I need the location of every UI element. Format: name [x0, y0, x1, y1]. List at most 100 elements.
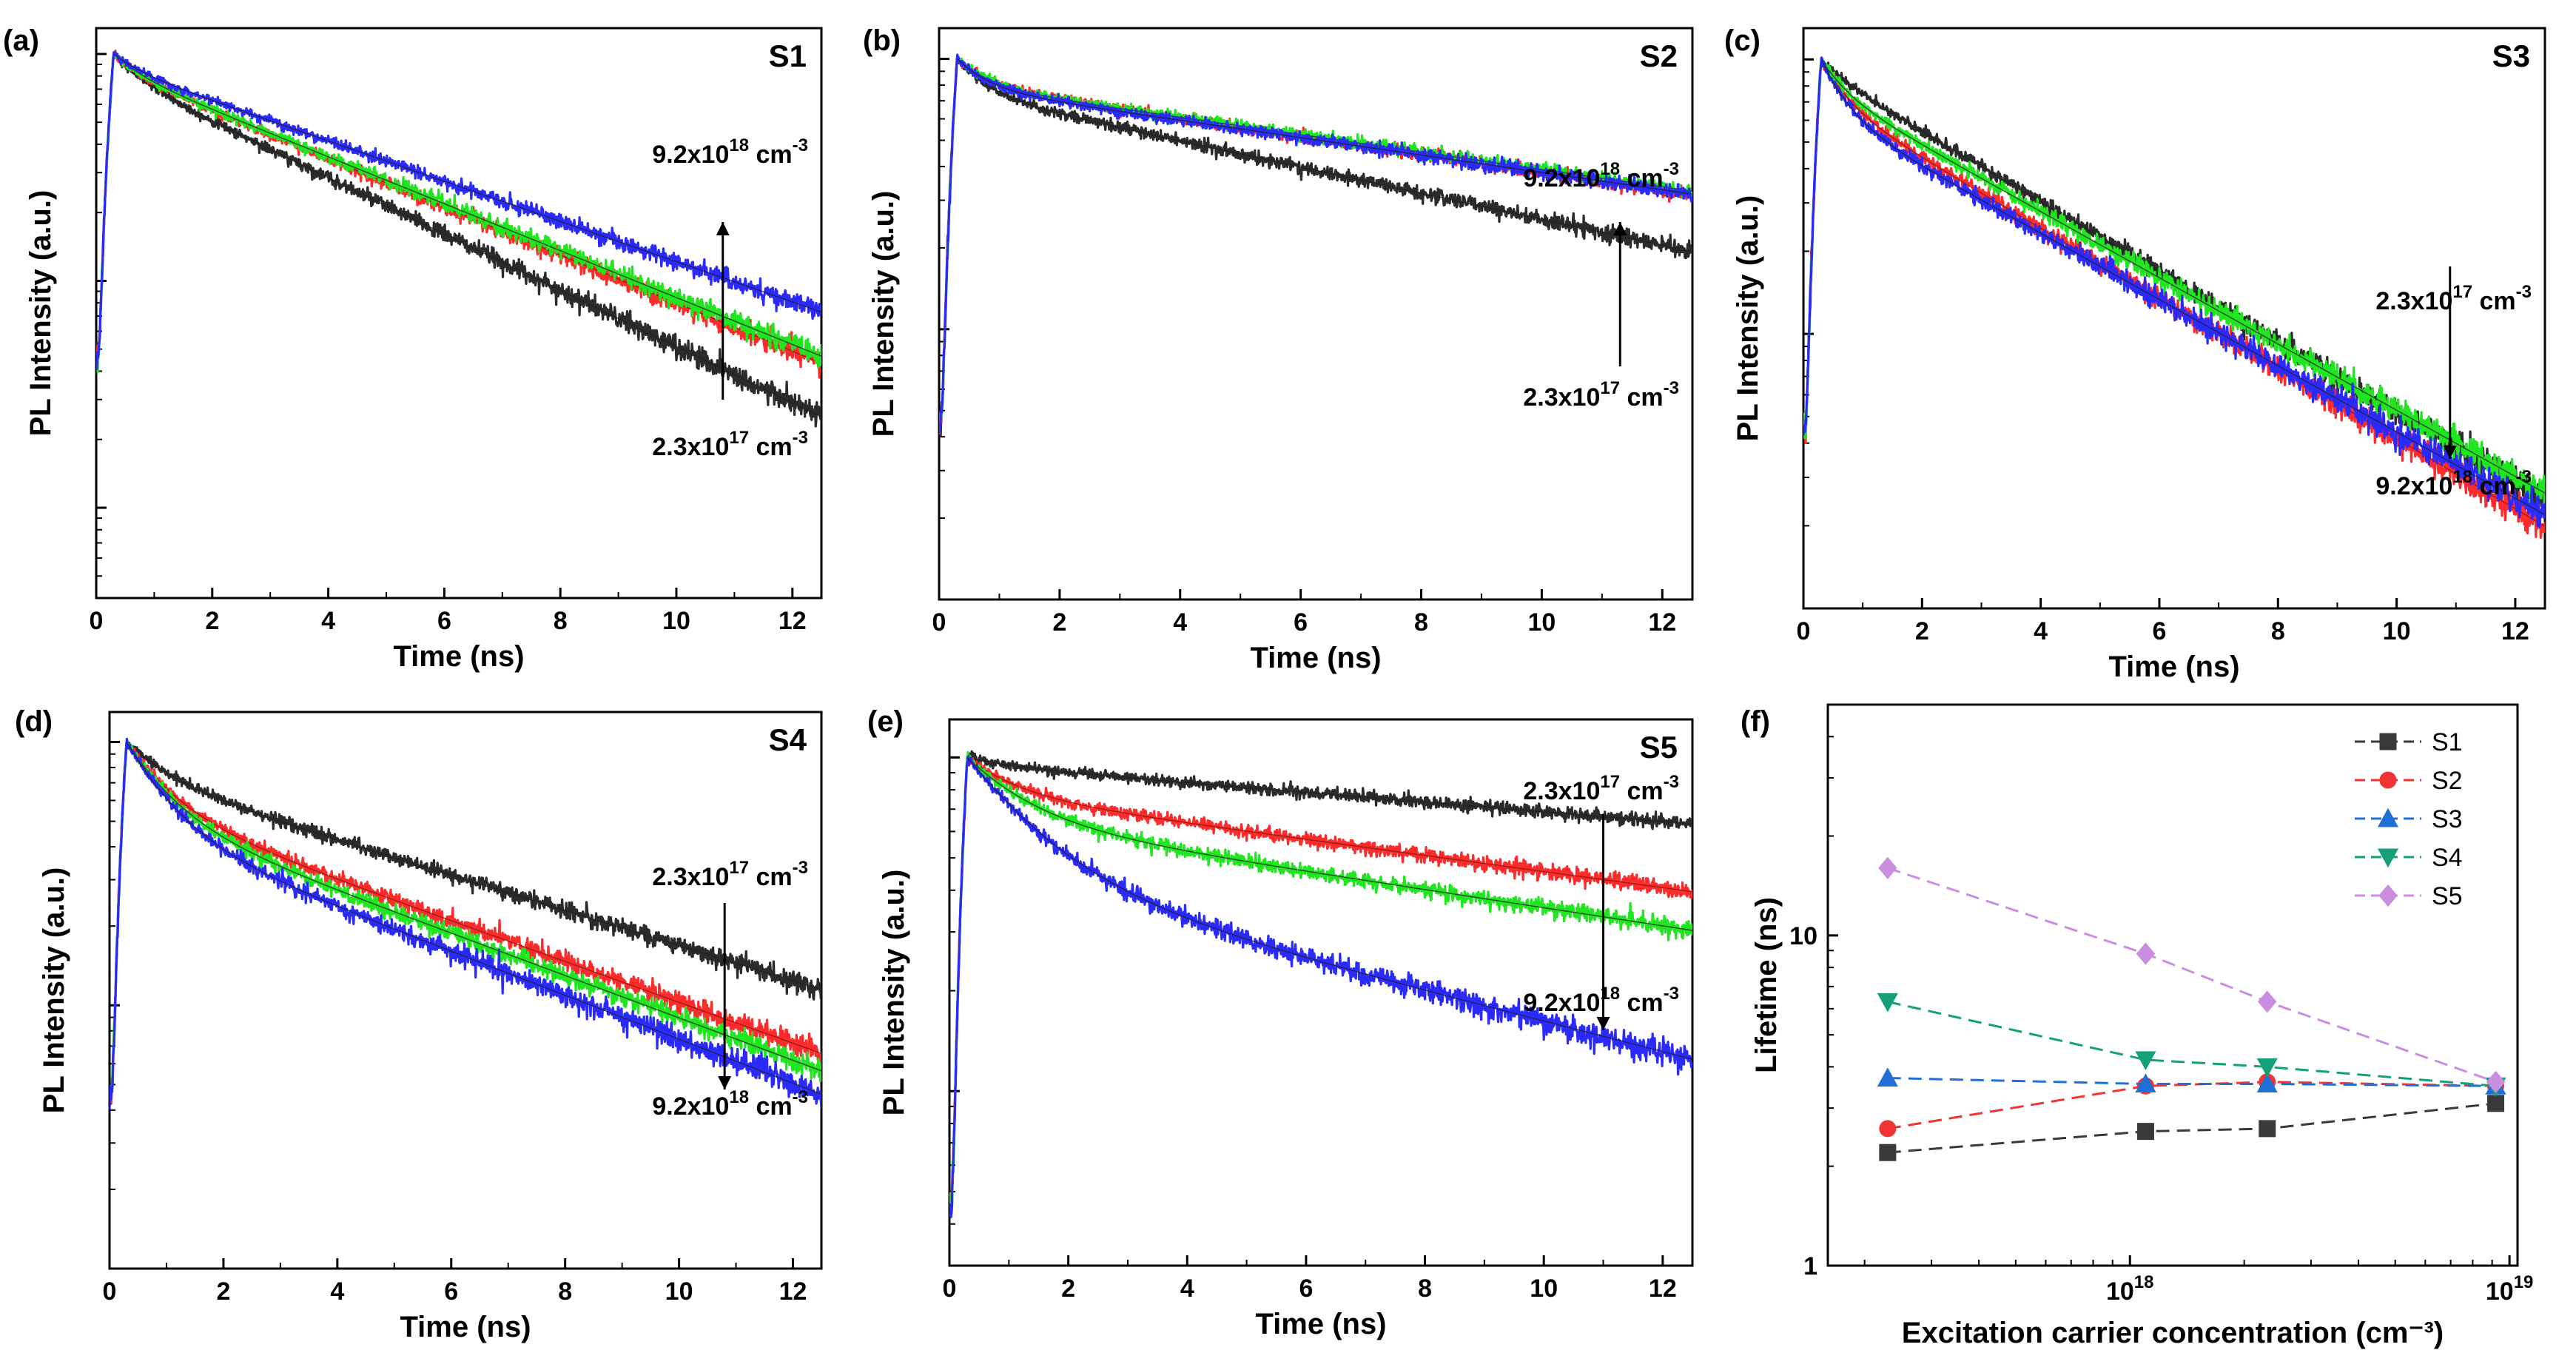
- data-point-s4: [2135, 1051, 2156, 1071]
- x-tick-label: 6: [444, 1277, 458, 1306]
- series-group: [110, 737, 821, 1110]
- x-tick-label: 10: [662, 607, 690, 635]
- legend-marker: [2379, 771, 2397, 789]
- x-tick-label: 4: [1180, 1275, 1194, 1303]
- x-tick-label: 8: [1414, 608, 1428, 637]
- x-tick-label: 1019: [2486, 1272, 2534, 1306]
- legend-marker: [2377, 807, 2399, 827]
- panel-label: (a): [3, 24, 39, 57]
- fit-line: [966, 756, 1692, 1060]
- annotation-upper: 2.3x1017 cm-3: [652, 858, 808, 891]
- panel-label: (b): [863, 24, 901, 57]
- x-axis-title: Time (ns): [400, 1311, 531, 1343]
- x-tick-label: 2: [205, 607, 219, 635]
- y-axis-title: PL Intensity (a.u.): [878, 870, 910, 1116]
- fit-line: [1820, 58, 2545, 516]
- y-axis-title: PL Intensity (a.u.): [38, 867, 70, 1114]
- decay-trace: [110, 740, 821, 1106]
- x-tick-label: 10: [1527, 608, 1556, 637]
- x-tick-label: 8: [1418, 1275, 1432, 1303]
- panel-label: (f): [1741, 705, 1770, 738]
- legend-label: S4: [2432, 844, 2463, 872]
- x-tick-label: 6: [437, 607, 451, 635]
- annotation-lower: 2.3x1017 cm-3: [1523, 378, 1679, 412]
- data-point-s1: [2259, 1120, 2276, 1138]
- panel-label: (e): [867, 705, 904, 738]
- annotation-upper: 9.2x1018 cm-3: [652, 135, 808, 169]
- data-point-s3: [1877, 1067, 1898, 1087]
- decay-trace: [949, 751, 1692, 1210]
- panel-label: (c): [1724, 24, 1761, 57]
- x-tick-label: 2: [1052, 608, 1066, 637]
- x-tick-label: 0: [943, 1275, 957, 1303]
- x-tick-label: 10: [665, 1277, 693, 1306]
- plot-frame: [948, 718, 1694, 1267]
- panel-f: (f) 1018 1019 1 10 Excitation carrier concent…: [1741, 703, 2534, 1349]
- x-tick-label: 4: [330, 1277, 344, 1306]
- x-tick-label: 12: [1649, 1275, 1677, 1303]
- decay-trace: [939, 57, 1692, 429]
- fit-line: [126, 741, 821, 990]
- x-tick-label: 12: [778, 607, 807, 635]
- x-tick-label: 12: [779, 1277, 807, 1306]
- decay-trace: [949, 750, 1692, 1214]
- data-point-s1: [1879, 1144, 1897, 1161]
- annotation-lower: 9.2x1018 cm-3: [652, 1087, 808, 1121]
- series-group: [939, 53, 1692, 437]
- plot-frame: [1802, 27, 2546, 610]
- data-point-s5: [2486, 1070, 2506, 1093]
- x-axis-title: Time (ns): [393, 640, 524, 673]
- panel-e: (e) 0 2 4 6 8 10 12 Time (ns) PL Intensity (a.u.)…: [867, 705, 1694, 1340]
- arrow-head: [1596, 1017, 1610, 1030]
- legend: S1 S2 S3 S4 S5: [2355, 728, 2463, 910]
- x-tick-label: 4: [321, 607, 335, 635]
- x-tick-label: 6: [1299, 1275, 1313, 1303]
- annotation-lower: 9.2x1018 cm-3: [2375, 467, 2532, 500]
- series-line-s3: [1887, 1077, 2496, 1087]
- x-tick-label: 12: [2501, 617, 2529, 645]
- decay-trace: [96, 51, 821, 371]
- panel-b: (b) 0 2 4 6 8 10 12 Time (ns) PL Intensity (a.u.)…: [863, 24, 1694, 674]
- fit-line: [126, 742, 821, 1072]
- x-tick-label: 0: [90, 607, 104, 635]
- legend-label: S3: [2432, 805, 2463, 833]
- x-tick-label: 10: [2383, 617, 2411, 645]
- annotation-upper: 2.3x1017 cm-3: [1523, 772, 1679, 805]
- data-point-s5: [1878, 856, 1897, 879]
- x-tick-label: 6: [1294, 608, 1308, 637]
- x-axis-title: Time (ns): [1255, 1308, 1386, 1340]
- fit-line: [112, 53, 821, 418]
- fit-line: [113, 53, 821, 357]
- arrow-head: [718, 1076, 732, 1089]
- annotation-upper: 9.2x1018 cm-3: [1523, 159, 1679, 192]
- legend-label: S2: [2432, 767, 2463, 795]
- x-tick-label: 4: [1173, 608, 1187, 637]
- series-line-s4: [1887, 1000, 2496, 1087]
- y-axis-title: PL Intensity (a.u.): [867, 191, 900, 437]
- data-point-s3: [2135, 1073, 2156, 1093]
- fit-line: [956, 58, 1692, 195]
- series-group: [1877, 856, 2506, 1161]
- fit-line: [956, 58, 1692, 252]
- x-tick-label: 10: [1530, 1275, 1558, 1303]
- x-axis-title: Excitation carrier concentration (cm⁻³): [1902, 1317, 2444, 1349]
- x-axis-title: Time (ns): [1250, 642, 1381, 674]
- decay-trace: [1803, 57, 2545, 505]
- fit-line: [126, 742, 821, 1054]
- x-tick-label: 4: [2034, 617, 2048, 645]
- fit-line: [1820, 58, 2545, 494]
- sample-label: S2: [1640, 38, 1678, 73]
- panel-c: (c) 0 2 4 6 8 10 12 Time (ns) PL Intensity (a.u.)…: [1724, 24, 2546, 683]
- x-tick-label: 1018: [2106, 1272, 2154, 1306]
- data-point-s4: [1877, 993, 1898, 1013]
- y-axis-title: PL Intensity (a.u.): [24, 190, 57, 437]
- x-tick-label: 2: [216, 1277, 230, 1306]
- annotation-lower: 2.3x1017 cm-3: [652, 428, 808, 461]
- y-axis-title: Lifetime (ns): [1750, 897, 1783, 1073]
- x-axis-title: Time (ns): [2108, 651, 2239, 683]
- sample-label: S1: [769, 38, 807, 73]
- sample-label: S5: [1640, 730, 1678, 765]
- x-tick-label: 0: [932, 608, 946, 637]
- sample-label: S3: [2492, 38, 2530, 73]
